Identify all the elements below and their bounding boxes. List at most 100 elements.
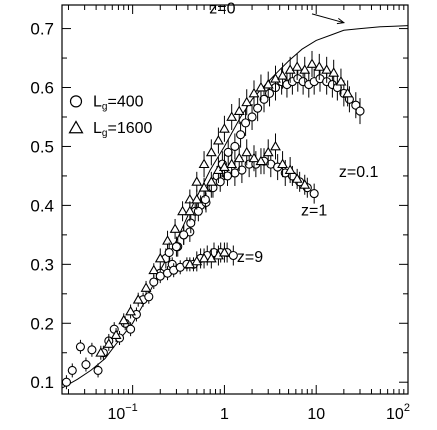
data-point-triangle — [205, 176, 217, 186]
data-point-triangle — [184, 258, 196, 269]
data-point-triangle — [218, 161, 230, 172]
data-point-triangle — [284, 164, 296, 174]
data-point-circle — [200, 194, 210, 205]
data-point-triangle — [233, 152, 245, 163]
data-point-triangle — [103, 338, 115, 348]
data-point-triangle — [218, 123, 230, 133]
x-tick-base: 10 — [307, 406, 325, 423]
data-point-triangle — [154, 252, 166, 263]
data-point-triangle — [226, 158, 238, 169]
data-point-circle — [355, 106, 365, 116]
data-point-circle — [253, 103, 263, 113]
data-point-triangle — [118, 314, 130, 325]
data-point-circle — [67, 365, 77, 375]
data-point-triangle — [284, 64, 296, 74]
legend-label: Lg=1600 — [93, 120, 153, 139]
data-point-circle — [87, 345, 97, 355]
data-point-circle — [126, 324, 136, 334]
legend-label-subscript: g — [102, 101, 108, 112]
data-point-circle — [171, 242, 181, 252]
legend-label-main: L — [93, 120, 102, 137]
data-point-triangle — [226, 111, 238, 121]
data-point-circle — [237, 165, 247, 175]
data-point-circle — [223, 147, 233, 157]
data-point-triangle — [291, 173, 303, 183]
data-point-triangle — [198, 158, 210, 169]
data-point-triangle — [248, 87, 260, 98]
data-point-circle — [75, 342, 85, 352]
data-point-triangle — [328, 67, 340, 77]
x-tick-base: 1 — [220, 406, 229, 423]
data-point-triangle — [277, 70, 289, 80]
data-point-triangle — [241, 96, 253, 107]
data-point-triangle — [177, 205, 189, 216]
plot-frame — [61, 4, 409, 395]
data-point-circle — [164, 247, 174, 258]
data-point-circle — [264, 88, 275, 98]
y-tick-label: 0.3 — [30, 255, 54, 274]
data-point-triangle — [212, 134, 224, 145]
data-point-circle — [230, 141, 240, 152]
data-point-circle — [215, 177, 225, 187]
data-point-circle — [61, 377, 71, 387]
x-tick-base: 10 — [107, 406, 125, 423]
data-point-triangle — [255, 155, 267, 166]
legend-label-main: L — [93, 93, 102, 110]
curve-label: z=0.1 — [339, 164, 379, 181]
data-point-triangle — [241, 146, 253, 157]
data-point-triangle — [184, 205, 196, 216]
data-point-triangle — [140, 282, 152, 292]
data-point-circle — [236, 130, 246, 140]
data-point-triangle — [205, 252, 217, 263]
data-point-circle — [179, 230, 189, 240]
plot-area-border — [61, 4, 409, 395]
y-tick-label: 0.6 — [30, 79, 54, 98]
x-tick-label: 1 — [220, 406, 229, 423]
y-tick-label: 0.1 — [30, 373, 54, 392]
data-point-triangle — [169, 223, 181, 233]
data-point-circle — [259, 94, 269, 104]
data-point-circle — [228, 250, 238, 261]
data-point-triangle — [277, 158, 289, 169]
legend-label: Lg=400 — [93, 93, 144, 112]
data-point-triangle — [299, 179, 311, 189]
data-point-triangle — [262, 146, 274, 157]
data-point-triangle — [335, 76, 347, 86]
y-tick-label: 0.5 — [30, 137, 54, 156]
data-point-triangle — [233, 105, 245, 116]
data-point-triangle — [321, 64, 333, 74]
text-layer: 0.10.20.30.40.50.60.710−1 1 10 102z=0z=0.1z… — [30, 0, 410, 423]
data-point-triangle — [270, 73, 281, 83]
data-point-triangle — [205, 146, 217, 157]
data-point-triangle — [313, 61, 325, 71]
data-point-triangle — [125, 305, 137, 316]
data-point-circle — [247, 112, 257, 122]
data-point-circle — [93, 365, 103, 375]
data-point-triangle — [162, 235, 173, 245]
data-point-triangle — [191, 176, 203, 186]
data-point-triangle — [270, 140, 281, 151]
data-point-circle — [309, 189, 319, 199]
data-point-circle — [81, 359, 91, 370]
x-tick-base: 10 — [386, 406, 404, 423]
legend-label-value: =1600 — [107, 120, 152, 137]
curve-label: z=9 — [237, 249, 263, 266]
x-tick-label: 10−1 — [107, 402, 137, 423]
x-tick-exponent: −1 — [125, 402, 138, 414]
data-point-circle — [241, 118, 251, 128]
legend-label-subscript: g — [102, 128, 108, 139]
data-point-circle — [193, 206, 203, 216]
data-point-triangle — [110, 329, 122, 339]
x-tick-exponent: 2 — [404, 402, 410, 414]
data-point-circle — [186, 218, 196, 228]
curve-label: z=0 — [209, 0, 235, 17]
curve-label: z=1 — [301, 202, 327, 219]
y-tick-label: 0.7 — [30, 20, 54, 39]
data-point-triangle — [248, 152, 260, 163]
data-point-triangle — [95, 347, 107, 357]
legend-marker-circle — [69, 95, 83, 108]
legend-marker-triangle — [68, 120, 84, 134]
y-tick-label: 0.2 — [30, 314, 54, 333]
data-point-triangle — [198, 182, 210, 192]
